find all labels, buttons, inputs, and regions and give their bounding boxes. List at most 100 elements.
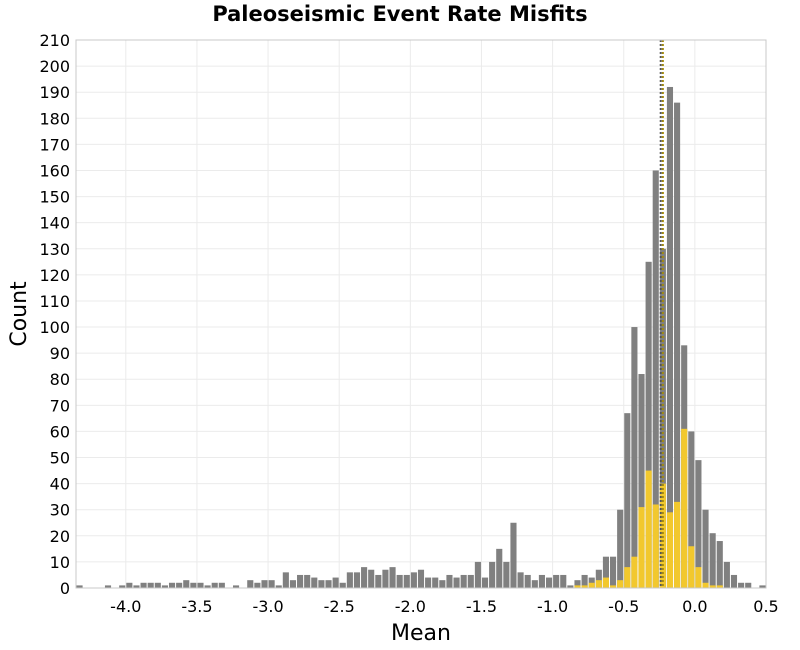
- gray-bar: [126, 582, 133, 588]
- gray-bar: [560, 574, 567, 588]
- x-tick-label: 0.0: [682, 597, 707, 616]
- y-tick-label: 140: [39, 214, 70, 233]
- yellow-bar: [631, 556, 638, 588]
- gray-bar: [531, 580, 538, 588]
- gray-bar: [382, 569, 389, 588]
- gray-bar: [738, 582, 745, 588]
- gray-bar: [467, 574, 474, 588]
- gray-bar: [666, 86, 674, 588]
- gray-bar: [261, 580, 268, 588]
- gray-bar: [133, 585, 140, 588]
- yellow-bar: [588, 582, 595, 588]
- yellow-bar: [674, 501, 681, 588]
- gray-bar: [538, 574, 545, 588]
- yellow-bar: [610, 585, 617, 588]
- y-tick-label: 10: [50, 553, 70, 572]
- gray-bar: [282, 572, 289, 588]
- gray-bar: [489, 561, 496, 588]
- gray-bar: [674, 102, 681, 588]
- y-tick-label: 190: [39, 83, 70, 102]
- gray-bar: [154, 582, 161, 588]
- gray-bar: [645, 261, 652, 588]
- chart-title: Paleoseismic Event Rate Misfits: [212, 2, 588, 26]
- gray-bar: [389, 567, 396, 588]
- gray-bar: [567, 585, 574, 588]
- gray-bar: [574, 580, 581, 588]
- gray-bar: [432, 577, 439, 588]
- gray-bar: [311, 577, 318, 588]
- gray-bar: [403, 574, 410, 588]
- gray-bar: [204, 585, 211, 588]
- gray-bar: [218, 582, 225, 588]
- reference-lines: [659, 40, 664, 588]
- x-tick-label: -2.5: [324, 597, 355, 616]
- gray-bar: [375, 574, 382, 588]
- gray-bar: [396, 574, 403, 588]
- gray-bar: [745, 582, 752, 588]
- yellow-bar: [709, 585, 716, 588]
- gray-bar: [104, 585, 112, 588]
- gray-bar: [723, 561, 730, 588]
- gray-bar: [759, 585, 766, 588]
- gray-bar: [247, 580, 254, 588]
- gray-bar: [183, 580, 190, 588]
- x-tick-label: -2.0: [395, 597, 426, 616]
- gray-bar: [168, 582, 176, 588]
- y-tick-label: 210: [39, 31, 70, 50]
- gray-bar: [460, 574, 467, 588]
- y-tick-label: 100: [39, 318, 70, 337]
- gray-bar: [695, 460, 702, 588]
- x-axis-ticks: -4.0 -3.5 -3.0 -2.5 -2.0 -1.5 -1.0 -0.5 0.0 0.5: [110, 597, 779, 616]
- gray-bar: [417, 569, 425, 588]
- x-tick-label: -1.0: [537, 597, 568, 616]
- gray-bar: [688, 431, 695, 588]
- gray-bar: [553, 574, 560, 588]
- yellow-bar: [681, 428, 688, 588]
- yellow-series: [574, 428, 723, 588]
- gray-bar: [716, 541, 723, 588]
- x-tick-label: -4.0: [110, 597, 141, 616]
- gray-bar: [289, 580, 297, 588]
- y-tick-label: 170: [39, 135, 70, 154]
- gray-bar: [496, 548, 503, 588]
- gray-bar: [190, 582, 197, 588]
- gray-bar: [545, 577, 553, 588]
- gray-bar: [730, 574, 738, 588]
- y-tick-label: 200: [39, 57, 70, 76]
- yellow-bar: [624, 567, 631, 588]
- gray-bar: [176, 582, 183, 588]
- yellow-bar: [574, 585, 581, 588]
- gray-bar: [353, 572, 361, 588]
- y-tick-label: 0: [60, 579, 70, 598]
- gray-bar: [524, 574, 531, 588]
- gray-bar: [610, 556, 617, 588]
- y-tick-label: 30: [50, 501, 70, 520]
- x-tick-label: 0.5: [753, 597, 778, 616]
- yellow-bar: [688, 546, 695, 588]
- gray-bar: [232, 585, 240, 588]
- yellow-bar: [645, 470, 652, 588]
- yellow-bar: [652, 504, 659, 588]
- yellow-bar: [666, 512, 674, 588]
- gray-bar: [254, 582, 261, 588]
- gray-bar: [268, 580, 275, 588]
- gray-bar: [617, 509, 624, 588]
- yellow-bar: [716, 585, 723, 588]
- gray-bar: [481, 577, 489, 588]
- gray-bar: [346, 572, 353, 588]
- gray-bar: [147, 582, 154, 588]
- y-tick-label: 40: [50, 475, 70, 494]
- x-tick-label: -0.5: [608, 597, 639, 616]
- x-tick-label: -3.0: [252, 597, 283, 616]
- y-tick-label: 110: [39, 292, 70, 311]
- gray-bar: [595, 569, 602, 588]
- gray-bar: [624, 413, 631, 588]
- gray-bar: [339, 582, 346, 588]
- y-axis-label: Count: [7, 281, 32, 347]
- gray-bar: [211, 582, 218, 588]
- yellow-bar: [595, 580, 602, 588]
- x-axis-label: Mean: [391, 621, 451, 646]
- yellow-bar: [702, 582, 709, 588]
- gray-bar: [702, 509, 709, 588]
- gray-bar: [425, 577, 432, 588]
